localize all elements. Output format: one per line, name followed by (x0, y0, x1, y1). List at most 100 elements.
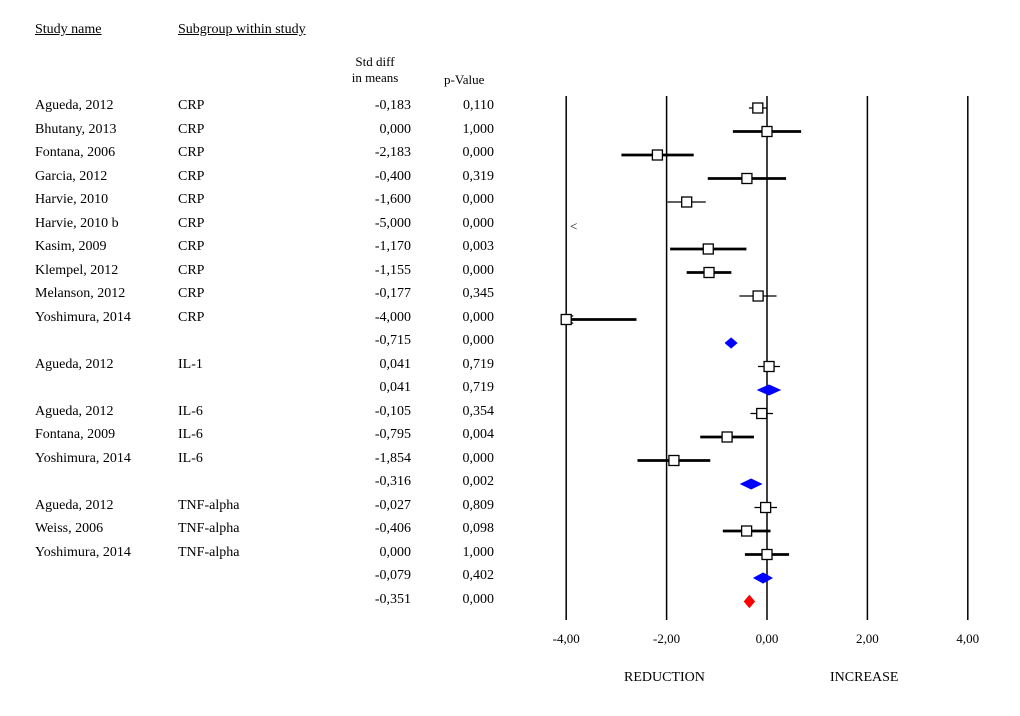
smd-header-line1: Std diff (355, 54, 395, 69)
pvalue-cell: 1,000 (462, 544, 495, 560)
pvalue-cell: 1,000 (462, 121, 495, 137)
point-estimate-box (668, 454, 680, 467)
subgroup-summary-diamond (724, 337, 738, 349)
smd-cell: -1,155 (374, 262, 411, 278)
smd-cell: -1,170 (374, 239, 411, 254)
smd-cell: 0,041 (379, 380, 412, 395)
table-row: Harvie, 2010 CRP -1,600 0,000 (0, 192, 520, 212)
pvalue-cell: 0,000 (462, 309, 495, 325)
table-row: -0,316 0,002 (0, 474, 520, 494)
subgroup-summary-diamond (752, 572, 774, 584)
pvalue-header: p-Value (444, 72, 485, 87)
smd-header: Std diff in means (340, 54, 410, 86)
pvalue-cell: 0,000 (462, 591, 495, 607)
subgroup-cell: TNF-alpha (178, 521, 240, 536)
smd-cell: 0,000 (379, 121, 412, 137)
smd-cell: -0,177 (374, 286, 411, 301)
x-tick-label: 2,00 (856, 631, 879, 646)
x-tick-label: -2,00 (653, 631, 680, 646)
smd-cell: -0,351 (374, 591, 411, 607)
pvalue-cell: 0,402 (462, 568, 495, 583)
study-name-cell: Harvie, 2010 b (35, 215, 119, 231)
point-estimate-box (560, 313, 572, 326)
pvalue-cell: 0,002 (462, 474, 495, 489)
point-estimate-box (721, 431, 733, 443)
table-row: Melanson, 2012 CRP -0,177 0,345 (0, 286, 520, 306)
point-estimate-box (752, 290, 764, 302)
x-tick-label: -4,00 (553, 631, 580, 646)
table-row: Garcia, 2012 CRP -0,400 0,319 (0, 169, 520, 189)
point-estimate-box (741, 172, 753, 185)
pvalue-cell: 0,000 (462, 450, 495, 466)
point-estimate-box (759, 501, 772, 514)
table-row: Agueda, 2012 IL-1 0,041 0,719 (0, 357, 520, 377)
subgroup-header: Subgroup within study (178, 22, 306, 37)
smd-cell: -2,183 (374, 145, 411, 160)
smd-cell: -1,600 (374, 192, 411, 207)
smd-cell: -0,406 (374, 521, 411, 536)
pvalue-cell: 0,354 (462, 403, 495, 419)
subgroup-cell: CRP (178, 192, 205, 207)
point-estimate-box (756, 407, 768, 420)
study-name-cell: Fontana, 2009 (35, 427, 116, 442)
study-name-cell: Weiss, 2006 (35, 521, 104, 536)
point-estimate-box (740, 525, 753, 537)
table-row: Fontana, 2006 CRP -2,183 0,000 (0, 145, 520, 165)
table-row: Harvie, 2010 b CRP -5,000 0,000 (0, 216, 520, 236)
pvalue-cell: 0,098 (462, 521, 495, 536)
pvalue-cell: 0,004 (462, 427, 495, 442)
study-name-cell: Yoshimura, 2014 (35, 309, 131, 325)
table-row: Agueda, 2012 IL-6 -0,105 0,354 (0, 404, 520, 424)
study-name-cell: Agueda, 2012 (35, 497, 114, 513)
table-row: Yoshimura, 2014 TNF-alpha 0,000 1,000 (0, 545, 520, 565)
point-estimate-box (681, 196, 693, 208)
table-row: -0,079 0,402 (0, 568, 520, 588)
subgroup-cell: CRP (178, 215, 205, 231)
point-estimate-box (651, 149, 664, 161)
table-row: Agueda, 2012 TNF-alpha -0,027 0,809 (0, 498, 520, 518)
point-estimate-box (703, 266, 715, 279)
study-name-cell: Agueda, 2012 (35, 403, 114, 419)
subgroup-cell: CRP (178, 98, 205, 113)
study-name-cell: Yoshimura, 2014 (35, 544, 131, 560)
point-estimate-box (761, 548, 773, 561)
smd-cell: -5,000 (374, 215, 411, 231)
subgroup-cell: IL-6 (178, 403, 203, 419)
pvalue-cell: 0,719 (462, 356, 495, 372)
pvalue-cell: 0,809 (462, 497, 495, 513)
pvalue-cell: 0,000 (462, 262, 495, 278)
study-name-cell: Garcia, 2012 (35, 168, 108, 184)
smd-cell: -0,027 (374, 497, 411, 513)
subgroup-cell: IL-1 (178, 356, 203, 372)
table-row: Fontana, 2009 IL-6 -0,795 0,004 (0, 427, 520, 447)
point-estimate-box (763, 360, 775, 373)
axis-label-increase: INCREASE (830, 670, 899, 685)
study-name-cell: Yoshimura, 2014 (35, 450, 131, 466)
subgroup-cell: TNF-alpha (178, 497, 240, 513)
study-name-header: Study name (35, 22, 102, 37)
table-row: Klempel, 2012 CRP -1,155 0,000 (0, 263, 520, 283)
pvalue-cell: 0,719 (462, 380, 495, 395)
study-name-cell: Harvie, 2010 (35, 192, 109, 207)
point-estimate-box (752, 102, 764, 114)
smd-cell: 0,000 (379, 544, 412, 560)
smd-cell: -4,000 (374, 309, 411, 325)
smd-cell: -0,105 (374, 403, 411, 419)
pvalue-cell: 0,000 (462, 145, 495, 160)
subgroup-cell: CRP (178, 121, 205, 137)
x-tick-label: 0,00 (756, 631, 779, 646)
table-row: Weiss, 2006 TNF-alpha -0,406 0,098 (0, 521, 520, 541)
axis-label-reduction: REDUCTION (624, 670, 705, 685)
study-name-cell: Fontana, 2006 (35, 145, 116, 160)
smd-cell: -0,079 (374, 568, 411, 583)
smd-header-line2: in means (351, 70, 399, 85)
subgroup-cell: CRP (178, 145, 205, 160)
subgroup-cell: IL-6 (178, 450, 203, 466)
point-estimate-box (702, 243, 714, 255)
study-name-cell: Agueda, 2012 (35, 98, 114, 113)
subgroup-cell: TNF-alpha (178, 544, 240, 560)
table-row: -0,351 0,000 (0, 592, 520, 612)
subgroup-cell: CRP (178, 168, 205, 184)
pvalue-cell: 0,000 (462, 215, 495, 231)
